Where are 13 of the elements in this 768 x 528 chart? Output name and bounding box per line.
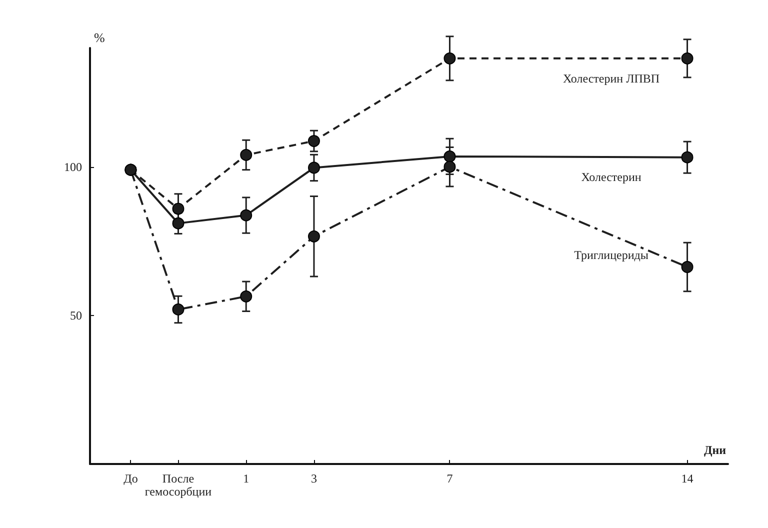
y-tick-label: 100 [64,160,82,174]
y-axis-title: % [94,30,105,45]
y-tick-label: 50 [70,308,82,322]
x-axis-title: Дни [704,443,726,457]
series-label: Холестерин ЛПВП [562,71,660,86]
x-tick-label: 1 [243,472,250,486]
x-tick-label: После гемосорбции [144,472,212,498]
x-tick-label: 7 [446,472,453,486]
x-tick-label: 3 [310,472,317,486]
x-tick-label: До [124,472,138,486]
series-label: Триглицериды [574,248,648,262]
x-tick-label: 14 [681,472,694,486]
series-label: Холестерин [581,170,642,184]
